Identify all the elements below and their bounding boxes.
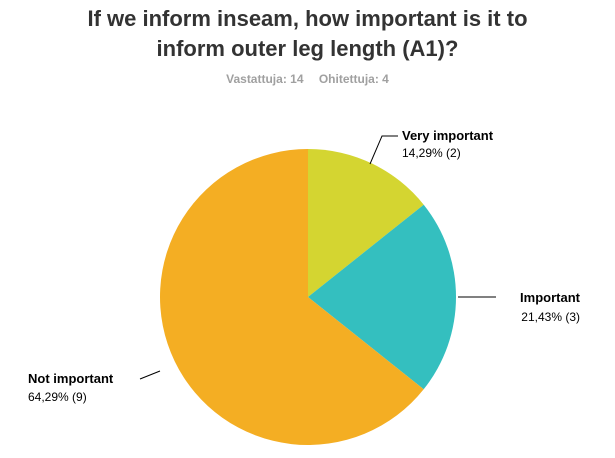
slice-label-not-important: Not important [28,371,114,386]
response-stats: Vastattuja: 14 Ohitettuja: 4 [0,72,615,86]
chart-title-line-2: inform outer leg length (A1)? [156,36,459,61]
leader-line-very-important [369,135,398,165]
pie-slice-very-important[interactable] [308,149,424,297]
leader-line-not-important [139,370,161,380]
slice-label-very-important: Very important [402,128,494,143]
chart-title-line-1: If we inform inseam, how important is it… [87,6,528,31]
slice-value-not-important: 64,29% (9) [28,390,87,404]
pie-leader-lines [139,135,496,380]
slice-label-important: Important [520,290,581,305]
pie-labels: Very important 14,29% (2) Important 21,43% … [28,128,581,404]
slice-value-very-important: 14,29% (2) [402,146,461,160]
chart-title: If we inform inseam, how important is it… [0,4,615,64]
pie-slice-not-important[interactable] [159,149,424,445]
skipped-count: Ohitettuja: 4 [318,72,389,86]
slice-value-important: 21,43% (3) [521,310,580,324]
pie-slices [159,149,457,445]
pie-slice-important[interactable] [308,204,457,390]
answered-count: Vastattuja: 14 [226,72,304,86]
